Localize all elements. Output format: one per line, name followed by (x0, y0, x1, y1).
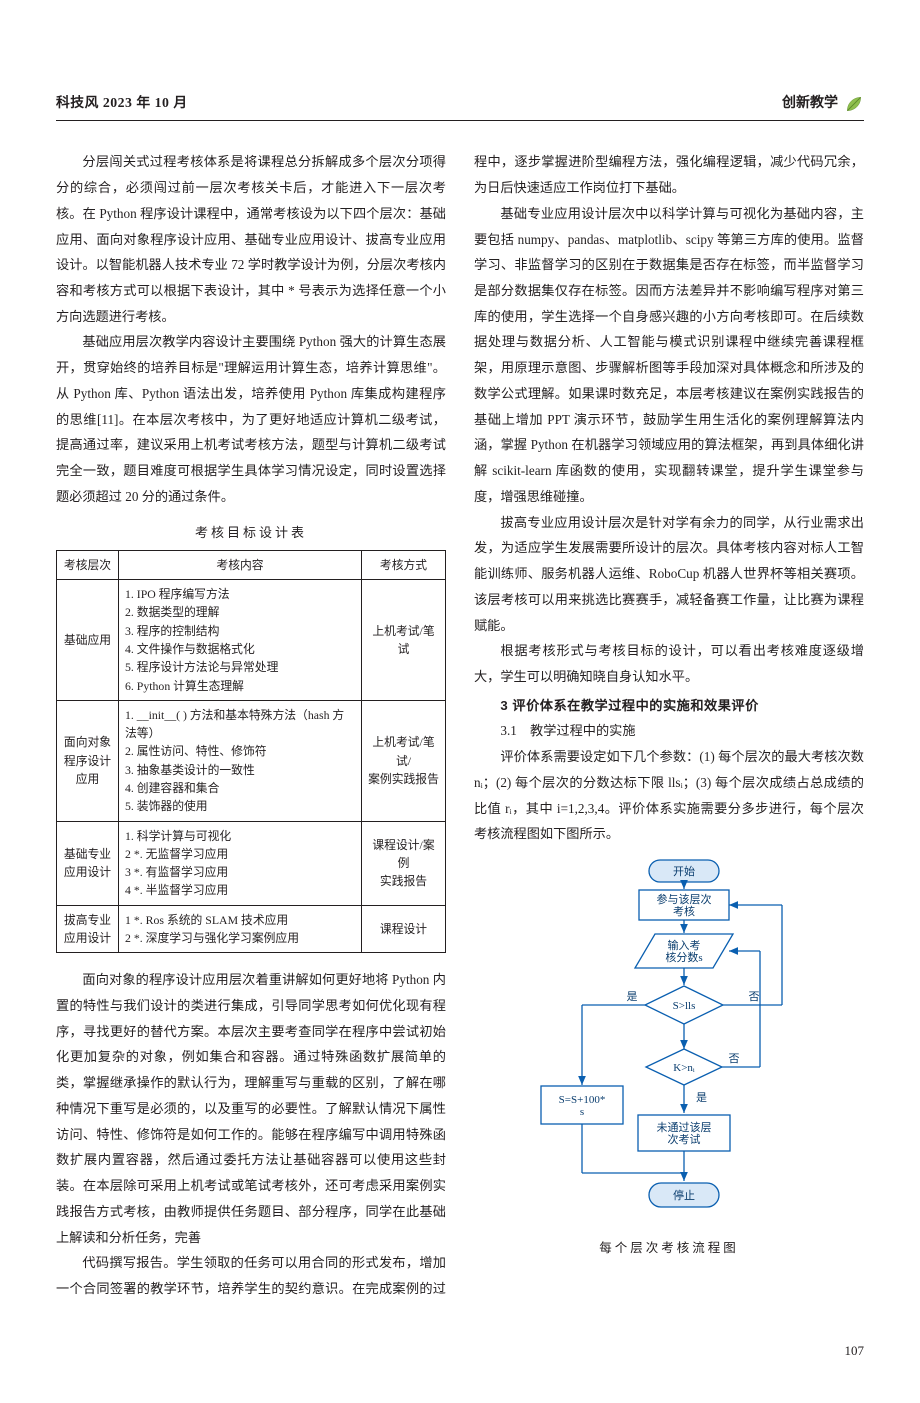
para-8: 评价体系需要设定如下几个参数：(1) 每个层次的最大考核次数 nᵢ；(2) 每个… (474, 744, 864, 847)
svg-text:开始: 开始 (673, 864, 695, 878)
svg-text:否: 否 (729, 1053, 740, 1065)
table-cell: 上机考试/笔试/ 案例实践报告 (362, 700, 446, 821)
two-column-body: 分层闯关式过程考核体系是将课程总分拆解成多个层次分项得分的综合，必须闯过前一层次… (56, 149, 864, 1302)
para-3: 面向对象的程序设计应用层次着重讲解如何更好地将 Python 内置的特性与我们设… (56, 967, 446, 1250)
flowchart-container: 开始参与该层次考核输入考核分数sS>lls是S=S+100*s否K>nᵢ否是未通… (474, 853, 864, 1260)
header-right-text: 创新教学 (782, 90, 838, 117)
para-7: 根据考核形式与考核目标的设计，可以看出考核难度逐级增大，学生可以明确知晓自身认知… (474, 638, 864, 689)
svg-text:S>lls: S>lls (673, 1000, 696, 1012)
th-method: 考核方式 (362, 550, 446, 579)
table-cell: 面向对象 程序设计 应用 (57, 700, 119, 821)
table-row: 面向对象 程序设计 应用1. __init__( ) 方法和基本特殊方法（has… (57, 700, 446, 821)
svg-text:否: 否 (749, 991, 760, 1003)
page-number: 107 (56, 1338, 864, 1363)
table-cell: 1. 科学计算与可视化 2 *. 无监督学习应用 3 *. 有监督学习应用 4 … (119, 821, 362, 905)
flowchart: 开始参与该层次考核输入考核分数sS>lls是S=S+100*s否K>nᵢ否是未通… (524, 853, 814, 1223)
svg-text:停止: 停止 (673, 1188, 695, 1202)
table-caption: 考核目标设计表 (56, 520, 446, 545)
svg-text:输入考核分数s: 输入考核分数s (665, 938, 702, 964)
table-cell: 基础应用 (57, 580, 119, 701)
header-left: 科技风 2023 年 10 月 (56, 90, 188, 117)
assessment-table: 考核层次 考核内容 考核方式 基础应用1. IPO 程序编写方法 2. 数据类型… (56, 550, 446, 953)
table-row: 拔高专业 应用设计1 *. Ros 系统的 SLAM 技术应用 2 *. 深度学… (57, 905, 446, 953)
table-cell: 1. IPO 程序编写方法 2. 数据类型的理解 3. 程序的控制结构 4. 文… (119, 580, 362, 701)
page-header: 科技风 2023 年 10 月 创新教学 (56, 90, 864, 121)
table-cell: 课程设计/案例 实践报告 (362, 821, 446, 905)
table-cell: 拔高专业 应用设计 (57, 905, 119, 953)
table-cell: 课程设计 (362, 905, 446, 953)
table-cell: 1. __init__( ) 方法和基本特殊方法（hash 方法等） 2. 属性… (119, 700, 362, 821)
para-6: 拔高专业应用设计层次是针对学有余力的同学，从行业需求出发，为适应学生发展需要所设… (474, 510, 864, 639)
section-3-1-heading: 3.1 教学过程中的实施 (474, 718, 864, 744)
para-5: 基础专业应用设计层次中以科学计算与可视化为基础内容，主要包括 numpy、pan… (474, 201, 864, 510)
section-3-heading: 3 评价体系在教学过程中的实施和效果评价 (474, 693, 864, 719)
flowchart-caption: 每个层次考核流程图 (474, 1236, 864, 1260)
svg-text:是: 是 (627, 990, 638, 1003)
table-row: 基础专业 应用设计1. 科学计算与可视化 2 *. 无监督学习应用 3 *. 有… (57, 821, 446, 905)
table-cell: 基础专业 应用设计 (57, 821, 119, 905)
table-cell: 上机考试/笔试 (362, 580, 446, 701)
svg-text:K>nᵢ: K>nᵢ (673, 1062, 695, 1074)
para-1: 分层闯关式过程考核体系是将课程总分拆解成多个层次分项得分的综合，必须闯过前一层次… (56, 149, 446, 329)
para-2: 基础应用层次教学内容设计主要围绕 Python 强大的计算生态展开，贯穿始终的培… (56, 329, 446, 509)
table-cell: 1 *. Ros 系统的 SLAM 技术应用 2 *. 深度学习与强化学习案例应… (119, 905, 362, 953)
table-header-row: 考核层次 考核内容 考核方式 (57, 550, 446, 579)
th-level: 考核层次 (57, 550, 119, 579)
leaf-icon (844, 94, 864, 114)
th-content: 考核内容 (119, 550, 362, 579)
table-row: 基础应用1. IPO 程序编写方法 2. 数据类型的理解 3. 程序的控制结构 … (57, 580, 446, 701)
header-right: 创新教学 (782, 90, 864, 117)
svg-text:是: 是 (696, 1091, 707, 1104)
